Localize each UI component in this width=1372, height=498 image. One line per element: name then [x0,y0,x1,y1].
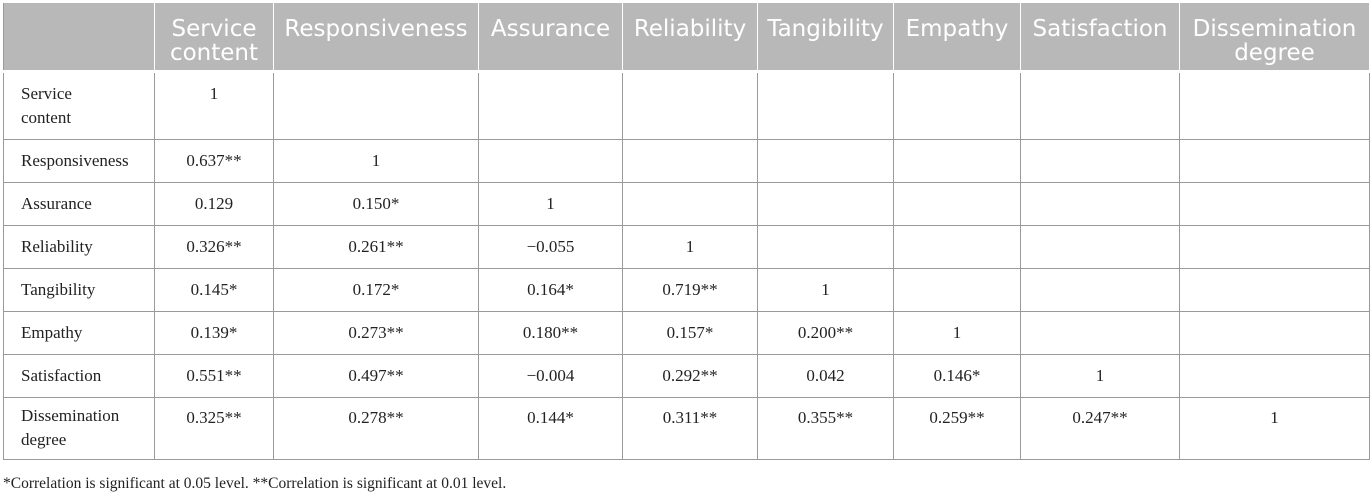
table-cell [893,70,1021,140]
table-cell [757,181,894,226]
column-header: Reliability [622,3,758,73]
row-label: Satisfaction [3,353,155,398]
table-cell: 0.164* [478,267,623,312]
table-cell [893,224,1021,269]
table-cell: 0.042 [757,353,894,398]
table-body: Service content 1 Responsiveness 0.637** 1 Ass… [3,70,1370,460]
table-cell: 0.719** [622,267,758,312]
table-cell: 0.278** [273,396,479,460]
table-row: Dissemination degree 0.325** 0.278** 0.144* 0… [3,396,1370,460]
row-label: Tangibility [3,267,155,312]
column-header: Assurance [478,3,623,73]
table-cell: 0.497** [273,353,479,398]
column-header: Satisfaction [1020,3,1180,73]
table-cell: 0.551** [154,353,274,398]
table-row: Service content 1 [3,70,1370,140]
table-cell: 1 [478,181,623,226]
table-cell: 0.637** [154,138,274,183]
table-cell: 0.180** [478,310,623,355]
table-cell [478,70,623,140]
table-cell [1179,353,1370,398]
table-cell: 0.326** [154,224,274,269]
row-label: Reliability [3,224,155,269]
table-cell [478,138,623,183]
table-cell: 0.311** [622,396,758,460]
column-header: Responsiveness [273,3,479,73]
table-row: Satisfaction 0.551** 0.497** −0.004 0.292** 0… [3,353,1370,398]
column-header: Dissemination degree [1179,3,1370,73]
table-cell [893,267,1021,312]
table-cell [1020,224,1180,269]
table-cell: −0.055 [478,224,623,269]
table-row: Empathy 0.139* 0.273** 0.180** 0.157* 0.200**… [3,310,1370,355]
table-cell [1179,224,1370,269]
column-header: Empathy [893,3,1021,73]
table-cell: 0.200** [757,310,894,355]
table-cell: 0.157* [622,310,758,355]
table-cell: 0.139* [154,310,274,355]
table-cell: 1 [893,310,1021,355]
header-corner [3,3,155,73]
table-cell [622,138,758,183]
table-cell [1179,181,1370,226]
table-row: Reliability 0.326** 0.261** −0.055 1 [3,224,1370,269]
table-cell: 0.129 [154,181,274,226]
table-cell: 1 [1179,396,1370,460]
table-cell [893,181,1021,226]
table-cell [1179,138,1370,183]
table-cell: 0.150* [273,181,479,226]
header-row: Service content Responsiveness Assurance Rel… [3,3,1370,73]
table-cell: 0.273** [273,310,479,355]
table-cell [893,138,1021,183]
table-cell: 1 [622,224,758,269]
table-cell: 0.355** [757,396,894,460]
table-cell: 0.145* [154,267,274,312]
table-cell [622,70,758,140]
row-label: Responsiveness [3,138,155,183]
table-cell: 0.325** [154,396,274,460]
table-cell [1179,267,1370,312]
table-row: Responsiveness 0.637** 1 [3,138,1370,183]
table-cell: 1 [273,138,479,183]
table-cell [1179,70,1370,140]
column-header: Service content [154,3,274,73]
row-label: Dissemination degree [3,396,155,460]
row-label: Empathy [3,310,155,355]
table-cell [1179,310,1370,355]
table-cell [757,70,894,140]
table-cell [757,224,894,269]
table-cell: 0.259** [893,396,1021,460]
table-cell [273,70,479,140]
table-cell [622,181,758,226]
table-cell: 0.292** [622,353,758,398]
table-cell: 1 [154,70,274,140]
table-cell: 0.144* [478,396,623,460]
table-cell: 0.146* [893,353,1021,398]
table-cell: 0.261** [273,224,479,269]
table-cell: 0.172* [273,267,479,312]
row-label: Service content [3,70,155,140]
correlation-table: Service content Responsiveness Assurance Rel… [3,3,1370,460]
table-row: Tangibility 0.145* 0.172* 0.164* 0.719** 1 [3,267,1370,312]
table-row: Assurance 0.129 0.150* 1 [3,181,1370,226]
table-cell: 0.247** [1020,396,1180,460]
table-cell [1020,310,1180,355]
table-cell [1020,70,1180,140]
table-cell [1020,181,1180,226]
footnote: *Correlation is significant at 0.05 leve… [3,475,507,492]
row-label: Assurance [3,181,155,226]
table-cell [1020,138,1180,183]
table-cell [757,138,894,183]
table-cell [1020,267,1180,312]
column-header: Tangibility [757,3,894,73]
table-cell: 1 [1020,353,1180,398]
table-cell: −0.004 [478,353,623,398]
table-cell: 1 [757,267,894,312]
